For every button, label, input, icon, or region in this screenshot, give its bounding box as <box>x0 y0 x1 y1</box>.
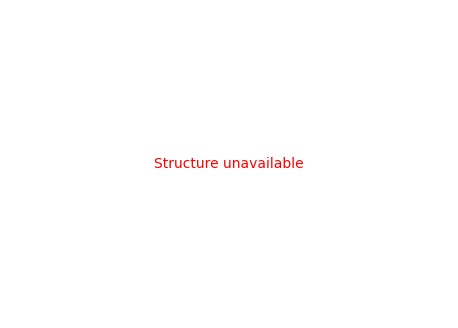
Text: Structure unavailable: Structure unavailable <box>154 157 304 171</box>
